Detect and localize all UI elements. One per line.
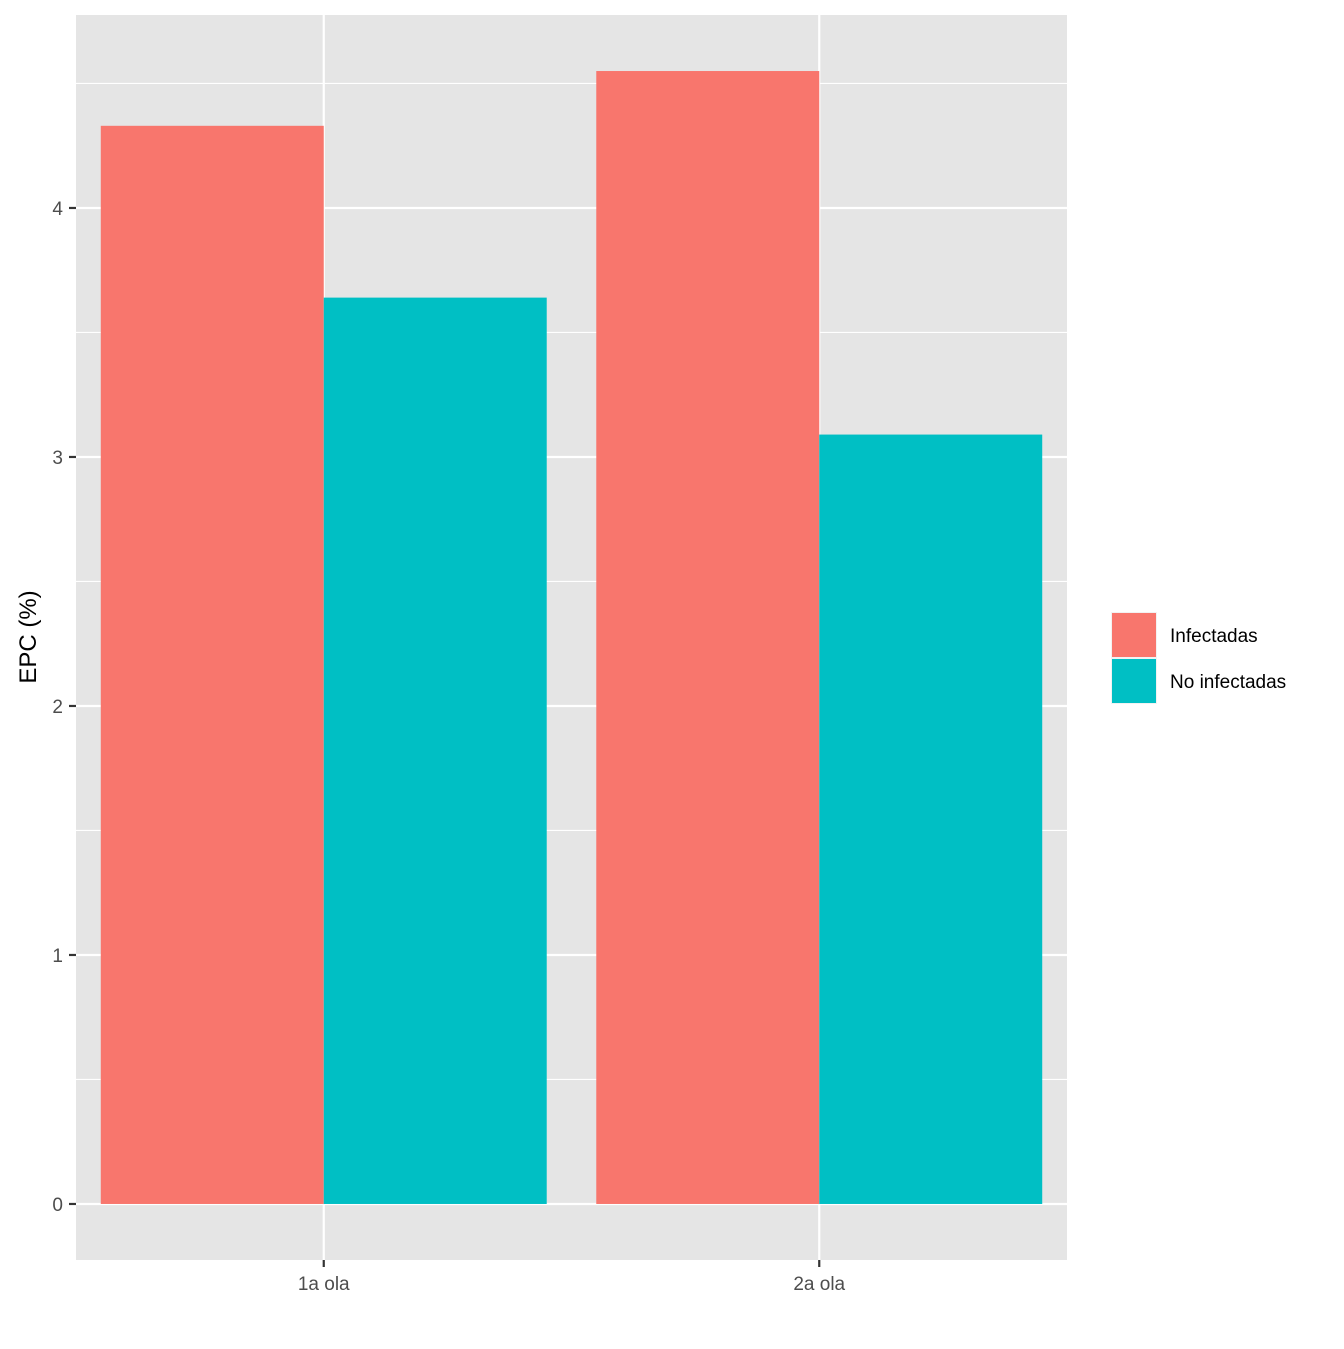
bar <box>596 71 820 1204</box>
y-axis: 0 1 2 3 4 <box>52 199 76 1216</box>
legend-swatch <box>1112 659 1156 703</box>
x-tick-label: 1a ola <box>298 1274 350 1295</box>
bar <box>323 297 547 1204</box>
bar <box>100 125 324 1204</box>
y-tick-label: 0 <box>52 1195 63 1216</box>
y-tick-label: 4 <box>52 199 63 220</box>
bar <box>819 434 1043 1204</box>
x-tick-label: 2a ola <box>793 1274 845 1295</box>
bars <box>100 71 1043 1204</box>
y-tick-label: 3 <box>52 448 63 469</box>
legend: Infectadas No infectadas <box>1111 612 1286 704</box>
y-axis-title: EPC (%) <box>15 590 42 683</box>
legend-label: No infectadas <box>1170 672 1286 693</box>
y-tick-label: 2 <box>52 697 63 718</box>
legend-label: Infectadas <box>1170 626 1258 647</box>
x-axis: 1a ola 2a ola <box>298 1260 846 1295</box>
legend-swatch <box>1112 613 1156 657</box>
y-tick-label: 1 <box>52 946 63 967</box>
